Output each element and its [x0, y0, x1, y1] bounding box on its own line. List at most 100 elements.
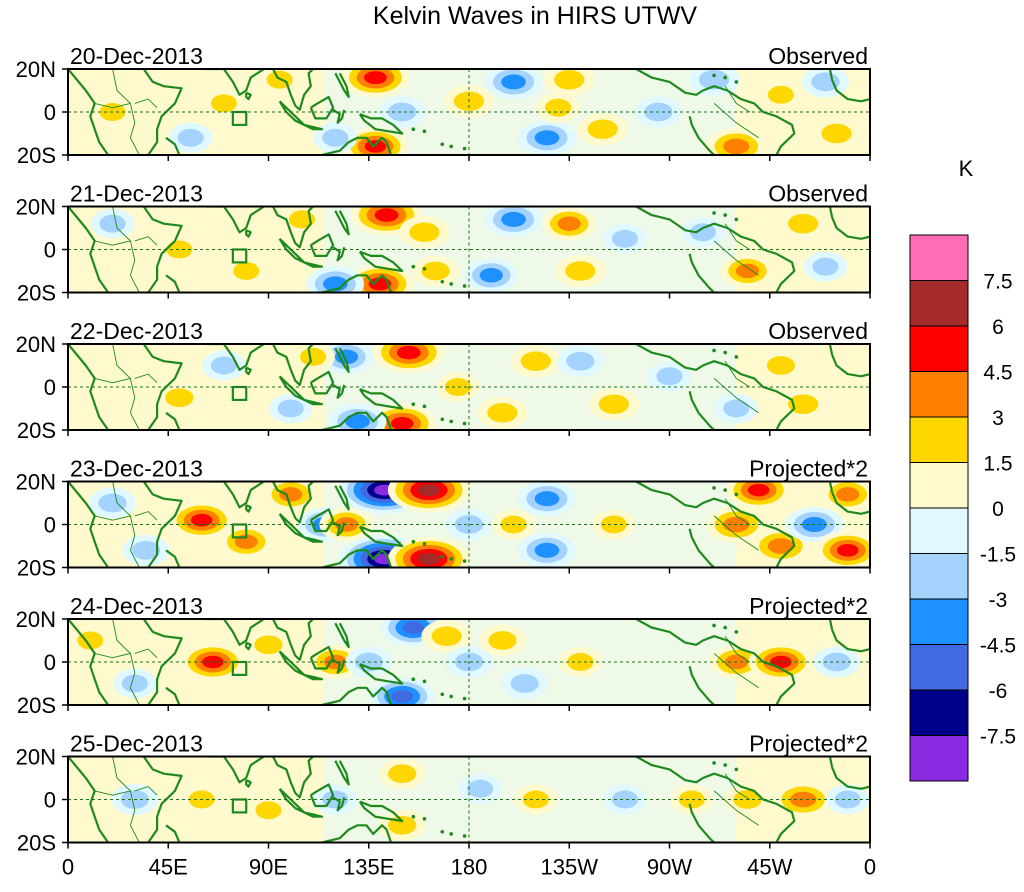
country-border — [94, 790, 131, 796]
anomaly-contour — [488, 631, 517, 650]
coastline — [332, 521, 346, 537]
coastline — [142, 756, 183, 843]
anomaly-contour — [723, 138, 750, 155]
anomaly-contour — [255, 801, 282, 820]
colorbar-label: 4.5 — [983, 362, 1012, 385]
country-border — [713, 515, 759, 551]
coastline — [321, 549, 393, 568]
map-panel: 20N 0 20S 24-Dec-2013 Projected*2 — [16, 593, 871, 718]
coastline — [206, 481, 265, 509]
island — [411, 539, 416, 544]
country-border — [94, 377, 131, 384]
country-border — [112, 344, 140, 430]
y-tick-label: 20S — [17, 831, 56, 856]
anomaly-contour — [836, 544, 859, 557]
x-tick-label: 0 — [62, 855, 74, 880]
reference-box — [231, 798, 248, 814]
island — [440, 417, 445, 422]
colorbar-label: 6 — [992, 316, 1004, 339]
country-border — [724, 223, 750, 250]
island — [449, 419, 453, 424]
island — [440, 554, 445, 559]
colorbar-label: 0 — [992, 498, 1004, 521]
coastline — [358, 113, 404, 135]
anomaly-contour — [534, 130, 560, 146]
y-tick-label: 20S — [17, 281, 56, 306]
coastline — [165, 686, 181, 705]
coastline — [309, 783, 335, 808]
coastline — [303, 123, 324, 131]
anomaly-contour — [766, 356, 795, 375]
country-border — [94, 240, 131, 246]
coastline — [245, 91, 252, 101]
country-border — [94, 102, 131, 109]
anomaly-contour — [656, 367, 683, 386]
colorbar-swatch — [909, 598, 969, 645]
panel-type-label: Observed — [768, 318, 868, 344]
coastline — [688, 803, 715, 843]
anomaly-contour — [300, 347, 327, 366]
coastline — [358, 663, 404, 685]
coastline — [142, 206, 183, 293]
anomaly-contour — [557, 216, 581, 231]
anomaly-contour — [254, 635, 283, 655]
anomaly-contour — [520, 351, 551, 371]
coastline — [165, 411, 181, 430]
panel-type-label: Projected*2 — [749, 456, 868, 482]
coastline — [635, 619, 796, 705]
island — [422, 404, 427, 409]
panel-date-label: 25-Dec-2013 — [70, 731, 203, 757]
anomaly-contour — [767, 85, 794, 104]
y-tick-label: 0 — [44, 650, 56, 675]
anomaly-contour — [611, 790, 638, 809]
anomaly-contour — [233, 262, 260, 280]
y-tick-label: 20N — [16, 57, 56, 82]
colorbar-swatch — [909, 735, 969, 782]
coastline — [828, 69, 834, 81]
anomaly-contour — [388, 764, 417, 784]
panel-date-label: 20-Dec-2013 — [70, 43, 203, 69]
island — [440, 142, 445, 147]
map-panel: 20N 0 20S 21-Dec-2013 Observed — [16, 181, 871, 306]
colorbar-swatch — [909, 644, 969, 691]
anomaly-contour — [587, 119, 618, 139]
coastline — [272, 206, 314, 249]
anomaly-contour — [121, 674, 148, 693]
island — [712, 211, 716, 215]
coastline — [828, 206, 834, 218]
coastline — [688, 116, 715, 155]
coastline — [309, 645, 335, 670]
anomaly-contour — [166, 240, 193, 259]
coastline — [309, 233, 335, 257]
country-border — [724, 360, 750, 388]
anomaly-contour — [788, 213, 819, 234]
coastline — [272, 756, 314, 799]
coastline — [332, 796, 346, 812]
coastline — [68, 206, 110, 293]
anomaly-contour — [812, 257, 839, 276]
island — [422, 129, 427, 134]
anomaly-contour — [510, 674, 539, 693]
y-tick-label: 20S — [17, 418, 56, 443]
coastline — [303, 673, 324, 681]
coastline — [358, 388, 404, 410]
coastline — [272, 481, 314, 524]
coastline — [635, 206, 796, 293]
anomaly-contour — [467, 779, 494, 798]
chart-title: Kelvin Waves in HIRS UTWV — [373, 2, 697, 30]
colorbar-label: 3 — [992, 407, 1004, 430]
island — [462, 284, 467, 288]
island — [712, 486, 716, 490]
coastline — [142, 69, 183, 155]
coastline — [142, 481, 183, 568]
coastline — [303, 536, 324, 543]
coastline — [688, 666, 715, 705]
country-border — [713, 653, 759, 689]
coastline — [688, 391, 715, 430]
coastline — [206, 344, 265, 371]
anomaly-contour — [767, 538, 794, 554]
coastline — [206, 206, 265, 234]
y-tick-label: 0 — [44, 375, 56, 400]
coastline — [358, 250, 404, 273]
